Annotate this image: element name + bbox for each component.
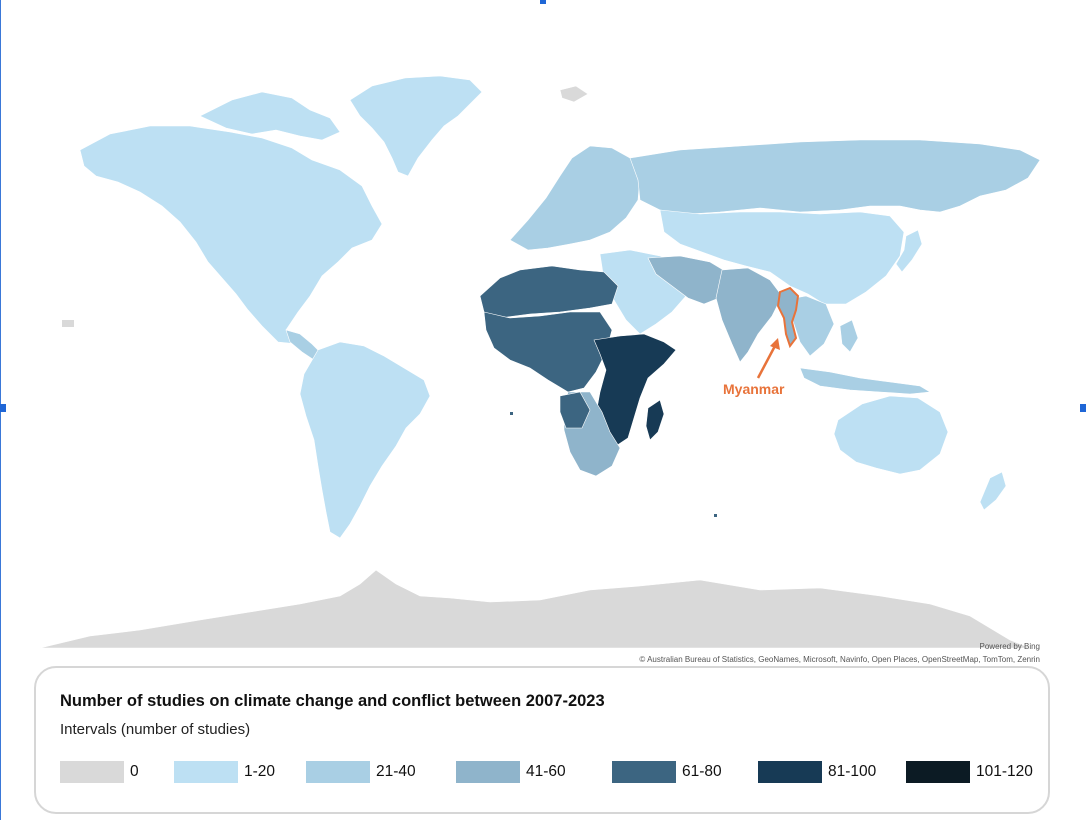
region-east-africa bbox=[593, 333, 677, 447]
legend-item: 21-40 bbox=[306, 761, 416, 783]
region-west-central-africa bbox=[483, 311, 613, 393]
region-maritime-asia bbox=[799, 367, 931, 395]
legend-subtitle: Intervals (number of studies) bbox=[60, 721, 251, 738]
legend-label: 1-20 bbox=[244, 763, 276, 780]
resize-handle-top[interactable] bbox=[540, 0, 546, 4]
legend-swatch bbox=[906, 761, 970, 783]
region-europe bbox=[509, 145, 641, 251]
legend-label: 41-60 bbox=[526, 763, 566, 780]
legend-panel: Number of studies on climate change and … bbox=[34, 666, 1050, 814]
region-small-island bbox=[510, 412, 513, 415]
region-philippines bbox=[839, 319, 859, 353]
region-south-america bbox=[299, 341, 431, 539]
region-north-africa bbox=[479, 265, 619, 319]
powered-by-bing: Powered by Bing bbox=[979, 642, 1040, 651]
legend-item: 101-120 bbox=[906, 761, 1033, 783]
legend-swatch bbox=[174, 761, 238, 783]
resize-handle-left[interactable] bbox=[0, 404, 6, 412]
region-arctic-islands bbox=[199, 91, 341, 141]
legend-swatch bbox=[758, 761, 822, 783]
legend-item: 0 bbox=[60, 761, 139, 783]
myanmar-arrow-head bbox=[770, 338, 780, 350]
legend-label: 21-40 bbox=[376, 763, 416, 780]
myanmar-arrow bbox=[756, 343, 778, 379]
region-myanmar bbox=[776, 286, 800, 349]
legend-swatch bbox=[60, 761, 124, 783]
legend-swatch bbox=[456, 761, 520, 783]
region-south-asia bbox=[715, 267, 783, 363]
region-madagascar bbox=[645, 399, 665, 441]
map-copyright: © Australian Bureau of Statistics, GeoNa… bbox=[639, 655, 1040, 664]
legend-label: 61-80 bbox=[682, 763, 722, 780]
region-svalbard bbox=[559, 85, 589, 103]
region-north-america bbox=[79, 125, 383, 345]
region-antarctica bbox=[39, 569, 1031, 649]
region-japan bbox=[895, 229, 923, 273]
legend-item: 1-20 bbox=[174, 761, 275, 783]
world-map: Myanmar bbox=[39, 75, 1041, 649]
legend-title: Number of studies on climate change and … bbox=[60, 692, 605, 710]
region-new-zealand bbox=[979, 471, 1007, 511]
region-small-island bbox=[62, 320, 74, 327]
legend-label: 0 bbox=[130, 763, 139, 780]
region-russia bbox=[629, 139, 1041, 215]
region-angola bbox=[559, 391, 591, 429]
region-west-south-asia bbox=[647, 255, 731, 305]
region-east-asia bbox=[659, 209, 905, 305]
legend-item: 61-80 bbox=[612, 761, 722, 783]
myanmar-label: Myanmar bbox=[723, 381, 785, 397]
legend-swatch bbox=[306, 761, 370, 783]
region-greenland bbox=[349, 75, 483, 177]
legend-swatch bbox=[612, 761, 676, 783]
region-small-island bbox=[714, 514, 717, 517]
legend-label: 101-120 bbox=[976, 763, 1033, 780]
legend-label: 81-100 bbox=[828, 763, 877, 780]
legend-item: 41-60 bbox=[456, 761, 566, 783]
legend-item: 81-100 bbox=[758, 761, 876, 783]
resize-handle-right[interactable] bbox=[1080, 404, 1086, 412]
region-australia bbox=[833, 395, 949, 475]
